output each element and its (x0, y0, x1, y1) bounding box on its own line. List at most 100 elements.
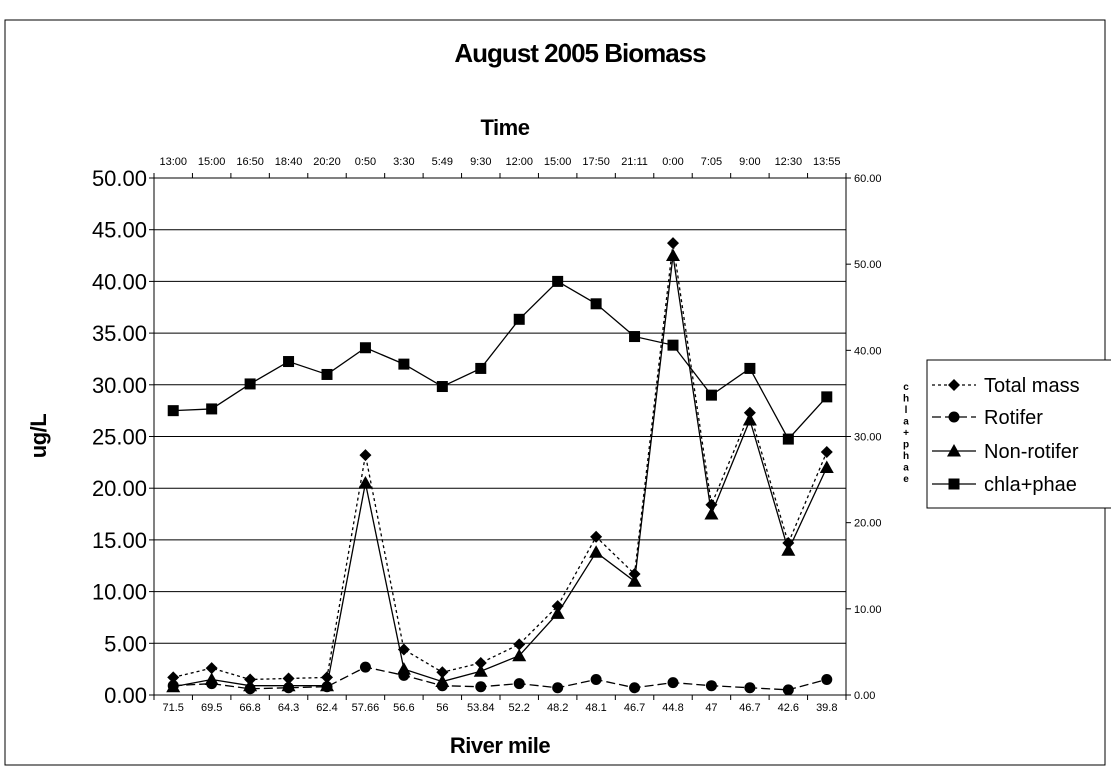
left-axis-title: ug/L (26, 414, 51, 458)
top-tick-label: 9:30 (470, 156, 491, 168)
right-axis-title-char: a (903, 417, 909, 428)
data-point-rotifer (667, 677, 679, 689)
data-point-total-mass (667, 237, 679, 250)
right-axis-title-char: c (903, 382, 909, 393)
top-tick-label: 20:20 (313, 156, 341, 168)
legend-item-rotifer: Rotifer (932, 407, 1043, 429)
data-point-total-mass (513, 638, 526, 651)
top-tick-label: 13:00 (159, 156, 187, 168)
data-point-rotifer (744, 682, 756, 694)
bottom-tick-label: 71.5 (163, 702, 184, 714)
right-tick-label: 40.00 (854, 345, 882, 357)
data-point-total-mass (820, 446, 833, 459)
top-tick-label: 16:50 (236, 156, 264, 168)
left-tick-label: 35.00 (92, 321, 147, 346)
data-point-non-rotifer (666, 248, 680, 262)
right-tick-label: 10.00 (854, 604, 882, 616)
top-tick-label: 0:00 (662, 156, 683, 168)
data-point-rotifer (821, 673, 833, 685)
top-tick-label: 13:55 (813, 156, 841, 168)
data-point-chla-phae (283, 356, 295, 368)
legend-marker-chla-phae (948, 478, 960, 490)
series-total-mass (167, 237, 833, 686)
right-axis-title-char: p (903, 440, 909, 451)
top-tick-label: 21:11 (621, 156, 648, 168)
bottom-axis-title: River mile (450, 733, 550, 758)
chart-title: August 2005 Biomass (454, 38, 706, 68)
legend-label-chla-phae: chla+phae (984, 474, 1077, 496)
series-chla-phae (167, 275, 833, 445)
data-point-total-mass (282, 672, 295, 685)
top-tick-label: 15:00 (544, 156, 572, 168)
bottom-tick-label: 53.84 (467, 702, 495, 714)
legend-item-total-mass: Total mass (932, 375, 1080, 397)
right-axis-title-char: a (903, 463, 909, 474)
data-point-chla-phae (667, 339, 679, 351)
top-tick-label: 5:49 (432, 156, 453, 168)
left-tick-label: 40.00 (92, 269, 147, 294)
right-axis-title-char: h (903, 394, 909, 405)
data-point-chla-phae (359, 342, 371, 354)
data-point-rotifer (590, 673, 602, 685)
top-tick-label: 15:00 (198, 156, 226, 168)
data-point-chla-phae (744, 362, 756, 374)
top-tick-label: 7:05 (701, 156, 722, 168)
data-point-chla-phae (821, 391, 833, 403)
data-point-chla-phae (321, 368, 333, 380)
data-point-chla-phae (782, 433, 794, 445)
data-point-non-rotifer (704, 507, 719, 520)
left-tick-label: 5.00 (104, 631, 147, 656)
top-axis-title: Time (481, 115, 530, 140)
legend-label-rotifer: Rotifer (984, 407, 1043, 429)
data-point-rotifer (359, 661, 371, 673)
right-axis-title-char: e (903, 474, 909, 485)
data-point-non-rotifer (320, 678, 334, 692)
left-tick-label: 0.00 (104, 683, 147, 708)
bottom-tick-label: 56.6 (393, 702, 414, 714)
left-tick-label: 20.00 (92, 476, 147, 501)
bottom-tick-label: 46.7 (624, 702, 645, 714)
top-tick-label: 0:50 (355, 156, 376, 168)
data-point-chla-phae (436, 381, 448, 393)
data-point-chla-phae (629, 331, 641, 343)
legend-marker-non-rotifer (947, 444, 961, 457)
data-point-non-rotifer (742, 412, 757, 426)
bottom-tick-label: 46.7 (739, 702, 760, 714)
bottom-tick-label: 62.4 (316, 702, 337, 714)
legend: Total mass Rotifer Non-rotifer chla+phae (926, 359, 1111, 509)
data-point-total-mass (321, 671, 333, 684)
bottom-tick-label: 39.8 (816, 702, 837, 714)
data-point-non-rotifer (627, 574, 642, 587)
right-tick-label: 20.00 (854, 518, 882, 530)
data-point-non-rotifer (358, 476, 373, 489)
data-point-rotifer (513, 678, 525, 690)
right-tick-label: 50.00 (854, 259, 882, 271)
data-point-rotifer (705, 680, 717, 692)
series-line-chla-phae (173, 280, 828, 441)
data-point-non-rotifer (781, 543, 796, 556)
data-point-chla-phae (705, 389, 717, 401)
right-axis-title-char: l (905, 405, 908, 416)
right-tick-label: 60.00 (854, 173, 882, 185)
legend-item-non-rotifer: Non-rotifer (932, 441, 1079, 463)
right-axis-title: chla+phae (903, 382, 909, 485)
left-tick-label: 25.00 (92, 425, 147, 450)
data-point-non-rotifer (550, 606, 565, 619)
data-point-total-mass (359, 449, 372, 462)
bottom-tick-label: 52.2 (509, 702, 530, 714)
top-tick-label: 3:30 (393, 156, 414, 168)
data-point-chla-phae (552, 275, 564, 287)
right-axis-title-char: + (903, 428, 909, 439)
chart-outer-border (4, 19, 1106, 766)
legend-marker-total-mass (948, 379, 960, 391)
bottom-tick-label: 48.1 (585, 702, 606, 714)
data-point-chla-phae (513, 313, 525, 325)
data-point-total-mass (743, 406, 756, 419)
left-tick-label: 30.00 (92, 373, 147, 398)
right-tick-label: 30.00 (854, 432, 882, 444)
data-point-chla-phae (475, 362, 487, 374)
data-point-total-mass (474, 656, 487, 669)
bottom-tick-label: 44.8 (662, 702, 683, 714)
